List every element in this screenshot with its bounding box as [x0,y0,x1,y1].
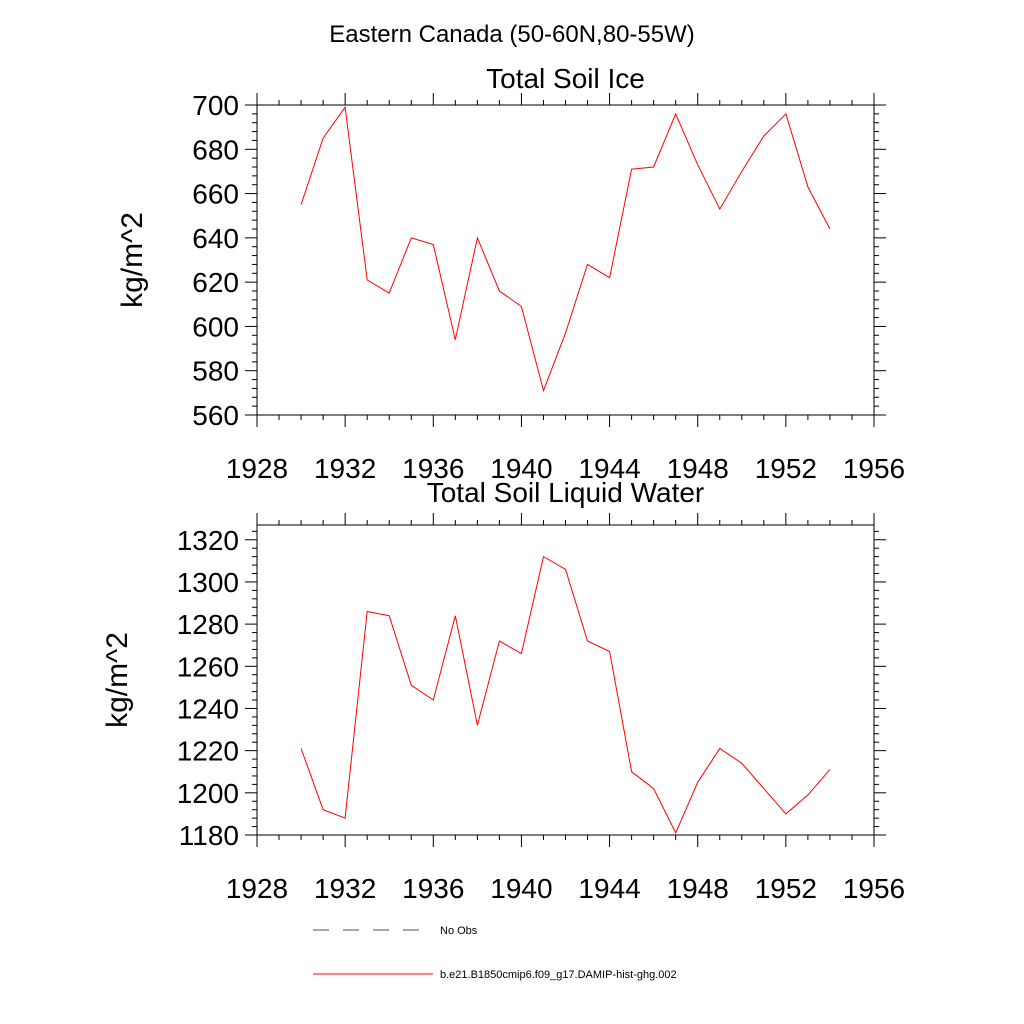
figure-title: Eastern Canada (50-60N,80-55W) [329,21,695,48]
x-tick-label: 1952 [755,873,817,904]
y-tick-label: 1240 [177,693,239,724]
x-tick-label: 1944 [578,453,640,484]
y-tick-label: 1260 [177,651,239,682]
x-tick-label: 1936 [402,453,464,484]
x-tick-label: 1928 [226,453,288,484]
y-tick-label: 1320 [177,525,239,556]
x-tick-label: 1948 [667,453,729,484]
y-tick-label: 680 [192,134,239,165]
x-tick-label: 1956 [843,873,905,904]
x-tick-label: 1940 [490,453,552,484]
y-tick-label: 620 [192,267,239,298]
legend-label: b.e21.B1850cmip6.f09_g17.DAMIP-hist-ghg.… [440,969,677,981]
y-tick-label: 560 [192,400,239,431]
chart-title: Total Soil Ice [486,63,645,94]
x-tick-label: 1932 [314,873,376,904]
x-tick-label: 1928 [226,873,288,904]
chart-panels: Total Soil Ice kg/m^2 1928 1932 1936 1940 1944… [101,63,905,904]
y-tick-label: 1180 [179,820,239,851]
y-tick-label: 660 [192,179,239,210]
y-tick-label: 1200 [177,778,239,809]
x-tick-label: 1952 [755,453,817,484]
y-tick-label: 1300 [177,567,239,598]
y-tick-label: 700 [192,90,239,121]
series-line [300,105,831,393]
chart-title: Total Soil Liquid Water [427,477,705,508]
y-axis-label: kg/m^2 [116,212,149,308]
y-tick-label: 640 [192,223,239,254]
y-tick-label: 1220 [177,736,239,767]
y-tick-label: 580 [192,356,239,387]
legend-label: No Obs [440,925,478,937]
x-tick-label: 1936 [402,873,464,904]
y-tick-label: 1280 [177,609,239,640]
x-tick-label: 1932 [314,453,376,484]
x-tick-label: 1948 [667,873,729,904]
x-tick-label: 1956 [843,453,905,484]
legend: No Obs b.e21.B1850cmip6.f09_g17.DAMIP-his… [313,925,677,981]
chart-panel-1: Total Soil Ice kg/m^2 1928 1932 1936 1940 1944… [116,63,905,484]
x-tick-label: 1944 [578,873,640,904]
x-tick-label: 1940 [490,873,552,904]
y-tick-label: 600 [192,311,239,342]
series-line [300,555,831,835]
chart-panel-2: Total Soil Liquid Water kg/m^2 1928 1932 193… [101,477,905,904]
y-axis-label: kg/m^2 [101,632,134,728]
